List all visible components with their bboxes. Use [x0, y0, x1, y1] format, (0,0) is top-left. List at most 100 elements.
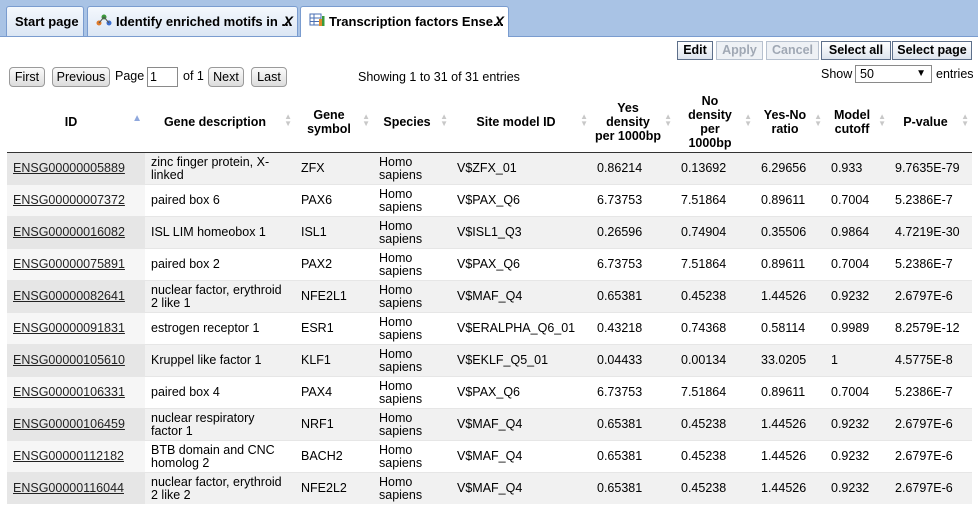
first-page-button[interactable]: First	[9, 67, 45, 87]
cell-id[interactable]: ENSG00000105610	[7, 344, 145, 377]
page-size-select[interactable]: 50 ▼	[855, 65, 932, 83]
show-label: Show	[821, 67, 853, 81]
table-row[interactable]: ENSG00000075891 paired box 2 PAX2 Homo sapi…	[7, 248, 972, 281]
gene-id-link[interactable]: ENSG00000005889	[13, 161, 125, 175]
table-row[interactable]: ENSG00000106331 paired box 4 PAX4 Homo sapi…	[7, 376, 972, 409]
select-all-button[interactable]: Select all	[821, 41, 891, 60]
column-header-gene-description[interactable]: Gene description ▲ ▼	[145, 91, 295, 153]
cell-id[interactable]: ENSG00000005889	[7, 152, 145, 185]
last-page-button[interactable]: Last	[251, 67, 287, 87]
cell-id[interactable]: ENSG00000075891	[7, 248, 145, 281]
cell-id[interactable]: ENSG00000116044	[7, 472, 145, 504]
cell-p-value: 5.2386E-7	[889, 376, 972, 409]
column-header-model-cutoff[interactable]: Model cutoff ▲ ▼	[825, 91, 889, 153]
table-row[interactable]: ENSG00000112182 BTB domain and CNC homolo…	[7, 440, 972, 473]
cell-gene-symbol: NRF1	[295, 408, 373, 441]
gene-id-link[interactable]: ENSG00000105610	[13, 353, 125, 367]
cell-value: paired box 6	[151, 193, 220, 207]
column-header-label: ID	[64, 114, 78, 129]
gene-id-link[interactable]: ENSG00000075891	[13, 257, 125, 271]
table-row[interactable]: ENSG00000091831 estrogen receptor 1 ESR1 Ho…	[7, 312, 972, 345]
table-row[interactable]: ENSG00000016082 ISL LIM homeobox 1 ISL1 Hom…	[7, 216, 972, 249]
cell-value: V$PAX_Q6	[457, 257, 521, 271]
sort-arrows-icon[interactable]: ▲ ▼	[440, 112, 448, 128]
cell-model-cutoff: 0.9232	[825, 280, 889, 313]
next-page-button[interactable]: Next	[208, 67, 244, 87]
apply-button[interactable]: Apply	[716, 41, 763, 60]
sort-arrows-icon[interactable]: ▲ ▼	[664, 112, 672, 128]
gene-id-link[interactable]: ENSG00000016082	[13, 225, 125, 239]
sort-arrows-icon[interactable]: ▲ ▼	[744, 112, 752, 128]
sort-arrows-icon[interactable]: ▲ ▼	[580, 112, 588, 128]
tab-start-page[interactable]: Start page	[6, 6, 84, 36]
table-row[interactable]: ENSG00000082641 nuclear factor, erythroid…	[7, 280, 972, 313]
tab-identify-motifs[interactable]: Identify enriched motifs in ... X	[87, 6, 298, 36]
table-row[interactable]: ENSG00000105610 Kruppel like factor 1 KLF1…	[7, 344, 972, 377]
sort-arrows-icon[interactable]: ▲ ▼	[284, 112, 292, 128]
gene-id-link[interactable]: ENSG00000082641	[13, 289, 125, 303]
column-header-site-model-id[interactable]: Site model ID ▲ ▼	[451, 91, 591, 153]
cell-value: NFE2L1	[301, 289, 347, 303]
tab-transcription-factors[interactable]: Transcription factors Ense... X	[300, 6, 509, 37]
cell-id[interactable]: ENSG00000106331	[7, 376, 145, 409]
cell-value: 0.933	[831, 161, 863, 175]
table-row[interactable]: ENSG00000116044 nuclear factor, erythroid…	[7, 472, 972, 504]
close-icon[interactable]: X	[494, 13, 504, 29]
cell-id[interactable]: ENSG00000016082	[7, 216, 145, 249]
cell-no-density: 7.51864	[675, 376, 755, 409]
cell-id[interactable]: ENSG00000091831	[7, 312, 145, 345]
cell-id[interactable]: ENSG00000106459	[7, 408, 145, 441]
cell-id[interactable]: ENSG00000082641	[7, 280, 145, 313]
cell-value: 0.9864	[831, 225, 870, 239]
sort-arrows-icon[interactable]: ▲ ▼	[362, 112, 370, 128]
cell-no-density: 0.45238	[675, 408, 755, 441]
edit-button[interactable]: Edit	[677, 41, 713, 60]
table-row[interactable]: ENSG00000007372 paired box 6 PAX6 Homo sapi…	[7, 184, 972, 217]
cell-value: 0.9232	[831, 417, 870, 431]
cell-id[interactable]: ENSG00000007372	[7, 184, 145, 217]
cell-value: paired box 2	[151, 257, 220, 271]
cell-yes-no-ratio: 1.44526	[755, 440, 825, 473]
gene-id-link[interactable]: ENSG00000007372	[13, 193, 125, 207]
cell-species: Homo sapiens	[373, 184, 451, 217]
sort-arrows-icon[interactable]: ▲ ▼	[961, 112, 969, 128]
page-number-input[interactable]	[147, 67, 178, 87]
close-icon[interactable]: X	[283, 13, 293, 29]
sort-arrows-icon[interactable]: ▲ ▼	[814, 112, 822, 128]
page-count-label: of 1	[183, 69, 204, 83]
cell-value: 1.44526	[761, 449, 807, 463]
column-header-yes-density[interactable]: Yes density per 1000bp ▲ ▼	[591, 91, 675, 153]
select-page-button[interactable]: Select page	[892, 41, 972, 60]
cell-value: 0.89611	[761, 257, 806, 271]
gene-id-link[interactable]: ENSG00000106459	[13, 417, 125, 431]
gene-id-link[interactable]: ENSG00000091831	[13, 321, 125, 335]
column-header-p-value[interactable]: P-value ▲ ▼	[889, 91, 972, 153]
gene-id-link[interactable]: ENSG00000112182	[13, 449, 124, 463]
cell-id[interactable]: ENSG00000112182	[7, 440, 145, 473]
gene-id-link[interactable]: ENSG00000116044	[13, 481, 124, 495]
cancel-button[interactable]: Cancel	[766, 41, 819, 60]
column-header-no-density[interactable]: No density per 1000bp ▲ ▼	[675, 91, 755, 153]
table-row[interactable]: ENSG00000106459 nuclear respiratory facto…	[7, 408, 972, 441]
cell-no-density: 0.45238	[675, 440, 755, 473]
column-header-gene-symbol[interactable]: Gene symbol ▲ ▼	[295, 91, 373, 153]
cell-species: Homo sapiens	[373, 312, 451, 345]
cell-value: paired box 4	[151, 385, 220, 399]
column-header-label: Site model ID	[476, 114, 556, 129]
cell-yes-no-ratio: 0.89611	[755, 184, 825, 217]
cell-model-cutoff: 0.9232	[825, 472, 889, 504]
column-header-id[interactable]: ID ▲	[7, 91, 145, 153]
cell-value: zinc finger protein, X-linked	[151, 154, 270, 182]
sort-ascending-icon[interactable]: ▲	[132, 113, 142, 124]
column-header-yes-no-ratio[interactable]: Yes-No ratio ▲ ▼	[755, 91, 825, 153]
cell-p-value: 4.5775E-8	[889, 344, 972, 377]
cell-no-density: 0.74368	[675, 312, 755, 345]
cell-species: Homo sapiens	[373, 248, 451, 281]
column-header-species[interactable]: Species ▲ ▼	[373, 91, 451, 153]
sort-arrows-icon[interactable]: ▲ ▼	[878, 112, 886, 128]
cell-value: 0.45238	[681, 449, 727, 463]
gene-id-link[interactable]: ENSG00000106331	[13, 385, 125, 399]
table-row[interactable]: ENSG00000005889 zinc finger protein, X-li…	[7, 152, 972, 185]
cell-gene-symbol: NFE2L2	[295, 472, 373, 504]
previous-page-button[interactable]: Previous	[52, 67, 110, 87]
